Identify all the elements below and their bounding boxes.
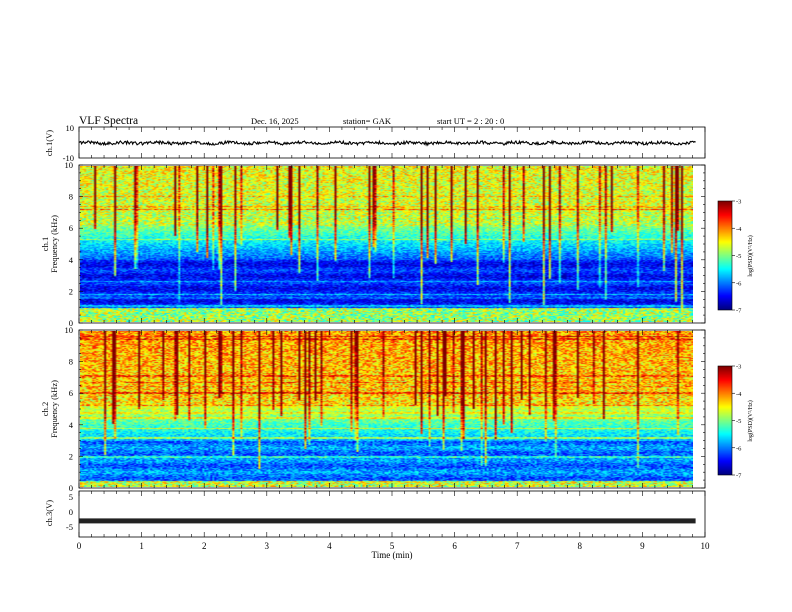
ch1-spectrogram-panel: 0 2 4 6 8 10 ch.1 Frequency (kHz): [40, 160, 706, 328]
ch2-colorbar-label: log(PSD)(V²/Hz): [747, 400, 754, 441]
ch1-waveform-panel: 10 -10 ch.1(V): [44, 123, 706, 163]
ch1-ytick-top: 10: [66, 123, 75, 133]
time-tick-label: 0: [77, 541, 82, 551]
ch1-colorbar-image: [718, 201, 732, 310]
ch3-ylabel: ch.3(V): [44, 500, 54, 526]
colorbar-tick-label: -6: [736, 280, 742, 287]
ch2-spec-ylabel-top: ch.2: [40, 402, 50, 416]
frequency-tick-label: 8: [69, 357, 73, 367]
start-ut-label: start UT = 2 : 20 : 0: [437, 116, 504, 126]
frequency-tick-label: 10: [65, 325, 74, 335]
ch1-spectrogram-image: [80, 166, 693, 322]
ch2-spectrogram-panel: 0 2 4 6 8 10 ch.2 Frequency (kHz): [40, 325, 706, 493]
ch1-colorbar-label: log(PSD)(V²/Hz): [747, 235, 754, 276]
colorbar-tick-label: -3: [736, 364, 741, 371]
time-tick-label: 5: [390, 541, 395, 551]
colorbar-tick-label: -7: [736, 473, 742, 480]
time-tick-label: 2: [202, 541, 207, 551]
frequency-tick-label: 2: [69, 451, 73, 461]
time-tick-label: 8: [578, 541, 583, 551]
colorbar-tick-label: -5: [736, 418, 741, 425]
frequency-tick-label: 10: [65, 160, 74, 170]
ch3-ytick-bottom: -5: [66, 522, 73, 532]
ch3-waveform-band: [79, 518, 696, 524]
frequency-tick-label: 4: [69, 420, 74, 430]
colorbar-tick-label: -6: [736, 445, 742, 452]
time-tick-label: 3: [265, 541, 270, 551]
time-tick-label: 9: [640, 541, 645, 551]
ch1-spec-ylabel: Frequency (kHz): [49, 215, 59, 273]
ch1-colorbar: -3 -4 -5 -6 -7 log(PSD)(V²/Hz): [717, 199, 754, 315]
colorbar-tick-label: -3: [736, 199, 741, 206]
ch2-spectrogram-image: [80, 331, 693, 487]
ch3-ytick-top: 5: [69, 492, 73, 502]
frequency-tick-label: 8: [69, 192, 73, 202]
ch3-ytick-mid: 0: [69, 507, 73, 517]
time-tick-label: 1: [139, 541, 144, 551]
date-label: Dec. 16, 2025: [251, 116, 299, 126]
time-tick-label: 4: [327, 541, 332, 551]
ch3-waveform-panel: 5 0 -5 ch.3(V): [44, 490, 706, 538]
ch2-colorbar-image: [718, 366, 732, 475]
chart-title: VLF Spectra: [79, 115, 138, 127]
colorbar-tick-label: -5: [736, 253, 741, 260]
station-label: station= GAK: [343, 116, 392, 126]
ch1-spec-ylabel-top: ch.1: [40, 237, 50, 251]
frequency-tick-label: 2: [69, 286, 73, 296]
ch1-ylabel: ch.1(V): [44, 130, 54, 156]
colorbar-tick-label: -4: [736, 391, 742, 398]
frequency-tick-label: 6: [69, 388, 73, 398]
x-axis-label: Time (min): [372, 550, 413, 560]
colorbar-tick-label: -7: [736, 308, 742, 315]
time-tick-label: 7: [515, 541, 520, 551]
ch2-spec-ylabel: Frequency (kHz): [49, 380, 59, 438]
colorbar-tick-label: -4: [736, 226, 742, 233]
frequency-tick-label: 6: [69, 223, 73, 233]
ch1-ytick-bottom: -10: [63, 153, 74, 163]
ch1-waveform-line: [78, 139, 696, 147]
frequency-tick-label: 4: [69, 255, 74, 265]
time-tick-label: 6: [452, 541, 457, 551]
time-tick-label: 10: [701, 541, 711, 551]
ch2-colorbar: -3 -4 -5 -6 -7 log(PSD)(V²/Hz): [717, 364, 754, 480]
frequency-tick-label: 0: [69, 483, 73, 493]
frequency-tick-label: 0: [69, 318, 73, 328]
